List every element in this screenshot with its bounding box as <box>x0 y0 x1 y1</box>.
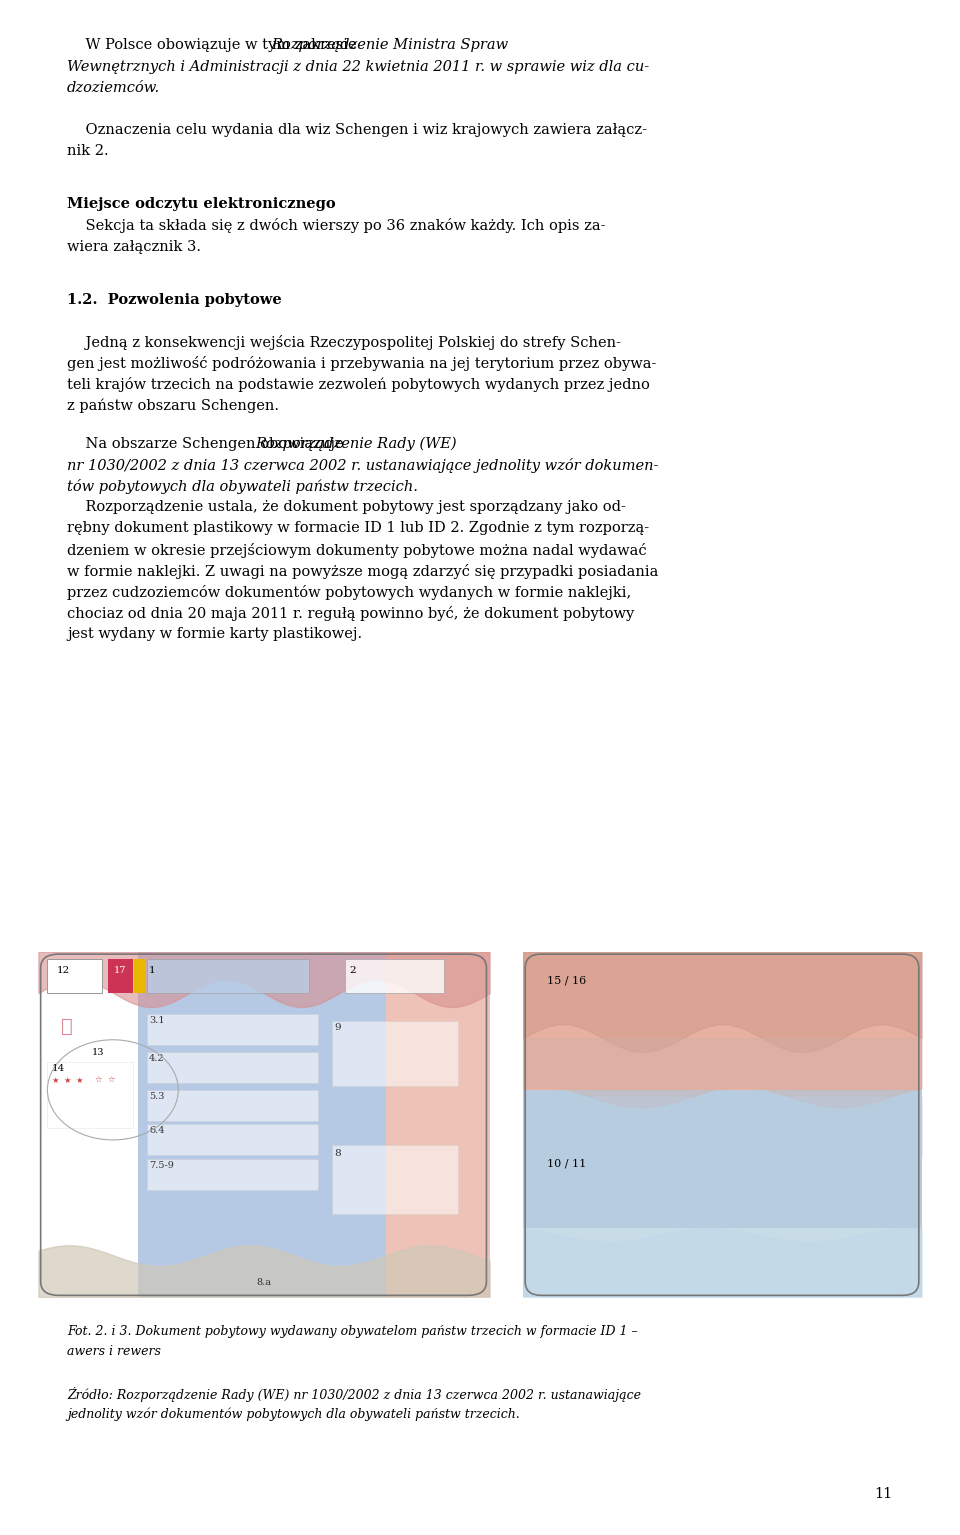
Text: Miejsce odczytu elektronicznego: Miejsce odczytu elektronicznego <box>67 198 336 212</box>
Text: 15 / 16: 15 / 16 <box>547 976 587 985</box>
Bar <box>523 952 922 1090</box>
Text: jednolity wzór dokumentów pobytowych dla obywateli państw trzecich.: jednolity wzór dokumentów pobytowych dla… <box>67 1408 520 1421</box>
Text: Źródło: Rozporządzenie Rady (WE) nr 1030/2002 z dnia 13 czerwca 2002 r. ustanawi: Źródło: Rozporządzenie Rady (WE) nr 1030… <box>67 1388 641 1401</box>
FancyBboxPatch shape <box>147 958 309 993</box>
Text: tów pobytowych dla obywateli państw trzecich.: tów pobytowych dla obywateli państw trze… <box>67 479 418 494</box>
Text: W Polsce obowiązuje w tym zakresie: W Polsce obowiązuje w tym zakresie <box>67 38 362 52</box>
Text: Wewnętrznych i Administracji z dnia 22 kwietnia 2011 r. w sprawie wiz dla cu-: Wewnętrznych i Administracji z dnia 22 k… <box>67 60 650 74</box>
Text: chociaz od dnia 20 maja 2011 r. regułą powinno być, że dokument pobytowy: chociaz od dnia 20 maja 2011 r. regułą p… <box>67 606 635 622</box>
Text: 3.1: 3.1 <box>149 1016 164 1024</box>
FancyBboxPatch shape <box>147 1159 318 1190</box>
Text: 7.5-9: 7.5-9 <box>149 1160 174 1170</box>
Text: nik 2.: nik 2. <box>67 144 108 158</box>
Text: jest wydany w formie karty plastikowej.: jest wydany w formie karty plastikowej. <box>67 628 362 642</box>
FancyBboxPatch shape <box>346 958 444 993</box>
FancyBboxPatch shape <box>332 1021 458 1087</box>
Text: Na obszarze Schengen obowiązuje: Na obszarze Schengen obowiązuje <box>67 436 348 451</box>
Text: 1: 1 <box>149 966 156 975</box>
Text: teli krajów trzecich na podstawie zezwoleń pobytowych wydanych przez jedno: teli krajów trzecich na podstawie zezwol… <box>67 378 650 393</box>
FancyBboxPatch shape <box>134 958 145 993</box>
Text: 5.3: 5.3 <box>149 1091 164 1101</box>
Text: 4.2: 4.2 <box>149 1053 164 1062</box>
Text: 11: 11 <box>875 1487 893 1501</box>
Text: ★: ★ <box>63 1076 71 1085</box>
Bar <box>523 1090 922 1228</box>
Text: 13: 13 <box>91 1048 104 1058</box>
Text: z państw obszaru Schengen.: z państw obszaru Schengen. <box>67 399 279 413</box>
FancyBboxPatch shape <box>332 1145 458 1214</box>
Text: ☆: ☆ <box>95 1076 103 1085</box>
Bar <box>523 1228 922 1297</box>
Bar <box>386 952 490 1297</box>
Text: gen jest możliwość podróżowania i przebywania na jej terytorium przez obywa-: gen jest możliwość podróżowania i przeby… <box>67 356 657 371</box>
Text: dzoziemców.: dzoziemców. <box>67 81 160 95</box>
Text: Rozporządzenie Rady (WE): Rozporządzenie Rady (WE) <box>255 436 457 451</box>
Bar <box>137 952 386 1297</box>
FancyBboxPatch shape <box>47 1062 133 1128</box>
Text: 8.a: 8.a <box>256 1279 272 1286</box>
Text: 14: 14 <box>52 1064 65 1073</box>
Text: Jedną z konsekwencji wejścia Rzeczypospolitej Polskiej do strefy Schen-: Jedną z konsekwencji wejścia Rzeczypospo… <box>67 335 621 350</box>
Text: Rozporządzenie Ministra Spraw: Rozporządzenie Ministra Spraw <box>272 38 509 52</box>
Text: ☆: ☆ <box>108 1076 115 1085</box>
Text: dzeniem w okresie przejściowym dokumenty pobytowe można nadal wydawać: dzeniem w okresie przejściowym dokumenty… <box>67 542 647 557</box>
Text: Oznaczenia celu wydania dla wiz Schengen i wiz krajowych zawiera załącz-: Oznaczenia celu wydania dla wiz Schengen… <box>67 123 647 137</box>
FancyBboxPatch shape <box>147 1090 318 1121</box>
Text: 6.4: 6.4 <box>149 1127 164 1134</box>
Text: Rozporządzenie ustala, że dokument pobytowy jest sporządzany jako od-: Rozporządzenie ustala, że dokument pobyt… <box>67 500 626 514</box>
FancyBboxPatch shape <box>108 958 133 993</box>
FancyBboxPatch shape <box>47 958 102 993</box>
Text: ★: ★ <box>52 1076 60 1085</box>
FancyBboxPatch shape <box>147 1124 318 1156</box>
Text: przez cudzoziemców dokumentów pobytowych wydanych w formie naklejki,: przez cudzoziemców dokumentów pobytowych… <box>67 585 632 600</box>
Text: w formie naklejki. Z uwagi na powyższe mogą zdarzyć się przypadki posiadania: w formie naklejki. Z uwagi na powyższe m… <box>67 563 659 579</box>
FancyBboxPatch shape <box>147 1015 318 1045</box>
Text: 10 / 11: 10 / 11 <box>547 1159 587 1170</box>
Text: 8: 8 <box>334 1148 341 1157</box>
Text: awers i rewers: awers i rewers <box>67 1345 161 1358</box>
Text: 9: 9 <box>334 1022 341 1032</box>
Text: ★: ★ <box>76 1076 83 1085</box>
Text: Sekcja ta składa się z dwóch wierszy po 36 znaków każdy. Ich opis za-: Sekcja ta składa się z dwóch wierszy po … <box>67 218 606 233</box>
Text: 17: 17 <box>114 966 127 975</box>
Text: nr 1030/2002 z dnia 13 czerwca 2002 r. ustanawiające jednolity wzór dokumen-: nr 1030/2002 z dnia 13 czerwca 2002 r. u… <box>67 457 659 473</box>
Text: 12: 12 <box>57 966 70 975</box>
FancyBboxPatch shape <box>147 1051 318 1084</box>
Text: 🐂: 🐂 <box>61 1018 73 1036</box>
Text: rębny dokument plastikowy w formacie ID 1 lub ID 2. Zgodnie z tym rozporzą-: rębny dokument plastikowy w formacie ID … <box>67 522 649 536</box>
Text: wiera załącznik 3.: wiera załącznik 3. <box>67 239 202 253</box>
Text: 2: 2 <box>349 966 356 975</box>
Text: Fot. 2. i 3. Dokument pobytowy wydawany obywatelom państw trzecich w formacie ID: Fot. 2. i 3. Dokument pobytowy wydawany … <box>67 1325 638 1337</box>
Text: 1.2.  Pozwolenia pobytowe: 1.2. Pozwolenia pobytowe <box>67 293 282 307</box>
